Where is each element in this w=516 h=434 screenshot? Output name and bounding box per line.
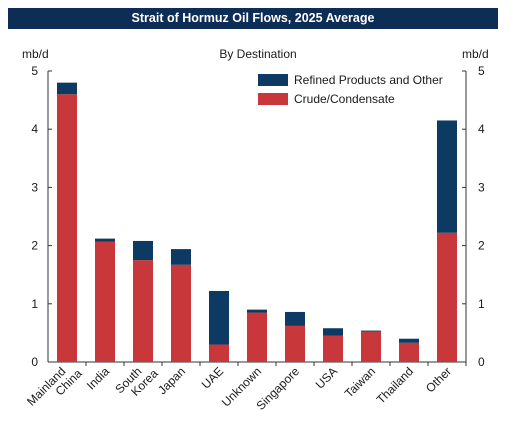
bar-refined-products-and-other [323,328,343,336]
y-tick-label-left: 4 [31,122,38,136]
bar-refined-products-and-other [57,82,77,95]
legend-swatch [258,93,288,105]
x-tick-label-line: UAE [199,364,226,391]
x-tick-label: UAE [199,364,226,391]
legend-swatch [258,74,288,86]
x-tick-label-line: USA [313,364,340,391]
y-tick-label-left: 0 [31,355,38,369]
y-tick-label-right: 5 [478,64,485,78]
bar-refined-products-and-other [171,249,191,265]
bar-refined-products-and-other [133,240,153,261]
bar-crude-condensate [399,342,419,362]
y-tick-label-right: 3 [478,180,485,194]
bar-crude-condensate [247,312,267,362]
x-tick-label: Japan [155,364,188,397]
bar-refined-products-and-other [437,120,457,233]
y-tick-label-left: 5 [31,64,38,78]
bar-crude-condensate [57,94,77,362]
y-tick-label-right: 2 [478,239,485,253]
bar-refined-products-and-other [95,238,115,242]
y-axis-label-left: mb/d [22,47,49,61]
y-tick-label-left: 2 [31,239,38,253]
x-tick-label: SouthKorea [112,357,161,406]
y-tick-label-left: 3 [31,180,38,194]
x-tick-label: India [84,364,113,393]
y-tick-label-right: 4 [478,122,485,136]
legend: Refined Products and Other Crude/Condensa… [258,73,443,106]
bar-crude-condensate [133,260,153,362]
bar-crude-condensate [323,335,343,362]
x-tick-label-group: Thailand [374,364,416,406]
x-tick-label-line: Taiwan [342,364,378,400]
x-tick-label: Thailand [374,364,416,406]
x-tick-label-line: Japan [155,364,188,397]
bar-crude-condensate [361,331,381,362]
x-tick-label: Taiwan [342,364,378,400]
x-tick-label-line: India [84,364,113,393]
bar-refined-products-and-other [285,311,305,326]
x-tick-label-group: Japan [155,364,188,397]
bar-crude-condensate [209,344,229,362]
legend-label: Crude/Condensate [294,92,395,106]
x-tick-label: USA [313,364,340,391]
x-tick-label-line: Other [423,364,454,395]
y-tick-label-right: 1 [478,297,485,311]
x-tick-label-group: Taiwan [342,364,378,400]
bar-crude-condensate [171,264,191,362]
x-tick-label-group: India [84,364,113,393]
bar-crude-condensate [437,232,457,362]
bar-refined-products-and-other [247,309,267,313]
chart-bars [57,82,457,362]
chart-title: Strait of Hormuz Oil Flows, 2025 Average [8,8,498,29]
chart-axes: 0 0 1 1 2 2 3 3 4 4 5 5 [31,64,485,369]
y-tick-label-right: 0 [478,355,485,369]
bar-refined-products-and-other [399,338,419,343]
bar-crude-condensate [95,241,115,362]
chart-subtitle: By Destination [219,47,296,61]
x-tick-label-line: Thailand [374,364,416,406]
legend-label: Refined Products and Other [294,73,443,87]
x-tick-label-group: SouthKorea [112,357,161,406]
x-tick-label-group: USA [313,364,340,391]
bar-refined-products-and-other [209,290,229,345]
y-axis-label-right: mb/d [462,47,489,61]
bar-refined-products-and-other [361,330,381,332]
x-tick-label: Other [423,364,454,395]
y-tick-label-left: 1 [31,297,38,311]
x-tick-label-group: UAE [199,364,226,391]
x-tick-label-group: Other [423,364,454,395]
bar-crude-condensate [285,325,305,362]
